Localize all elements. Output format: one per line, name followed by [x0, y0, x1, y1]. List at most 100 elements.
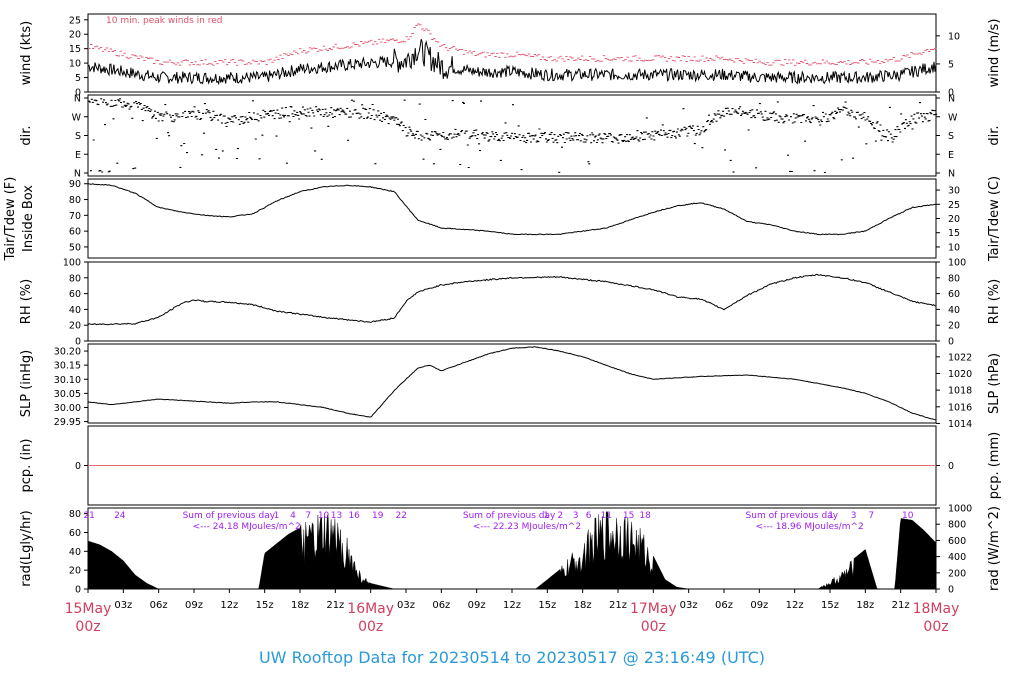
radiation-hour-label: 19 [372, 511, 384, 521]
slp-left-tick-label: 30.00 [54, 403, 81, 414]
radiation-hour-label: 3 [851, 511, 857, 521]
day-label: 16May [347, 601, 394, 617]
temp-line [87, 182, 937, 236]
x-tick-label: 09z [468, 600, 486, 611]
daily-sum-value: <--- 22.23 MJoules/m^2 [473, 522, 581, 532]
rh-right-axis-label: RH (%) [987, 279, 1002, 324]
dir-right-axis-label: dir. [987, 125, 1002, 145]
radiation-hour-label: 3 [573, 511, 579, 521]
pcp-left-axis-label: pcp. (in) [19, 439, 34, 493]
radiation-hour-label: 11 [600, 511, 611, 521]
slp-right-tick-label: 1014 [948, 419, 972, 430]
dir-right-tick-label: S [948, 131, 954, 142]
radiation-hour-label: 24 [114, 511, 126, 521]
radiation-hour-label: 22 [396, 511, 407, 521]
slp-right-tick-label: 1016 [948, 402, 972, 413]
day-sub-label: 00z [923, 619, 948, 635]
slp-right-axis-label: SLP (hPa) [987, 353, 1002, 414]
temp-right-tick-label: 15 [948, 228, 960, 239]
x-tick-label: 15z [256, 600, 274, 611]
wind-right-tick-label: 0 [948, 88, 954, 99]
dir-left-tick-label: N [74, 94, 81, 105]
rh-right-tick-label: 0 [948, 337, 954, 348]
rh-left-tick-label: 0 [75, 337, 81, 348]
x-tick-label: 21z [326, 600, 344, 611]
slp-left-tick-label: 30.05 [54, 389, 81, 400]
wind-right-axis-label: wind (m/s) [987, 19, 1002, 88]
slp-panel-frame [87, 343, 937, 424]
x-tick-label: 03z [397, 600, 415, 611]
x-tick-label: 03z [114, 600, 132, 611]
pcp-left-tick-label: 0 [75, 461, 81, 472]
temp-right-tick-label: 10 [948, 242, 960, 253]
slp-left-tick-label: 30.20 [54, 347, 81, 358]
radiation-hour-label: 2 [557, 511, 563, 521]
temp-left-tick-label: 70 [69, 211, 81, 222]
wind-left-tick-label: 20 [69, 30, 81, 41]
slp-right-tick-label: 1018 [948, 386, 972, 397]
radiation-hour-label: 7 [868, 511, 874, 521]
radiation-hour-label: 21 [83, 511, 94, 521]
dir-left-tick-label: W [72, 112, 82, 123]
temp-right-tick-label: 20 [948, 214, 960, 225]
day-sub-label: 00z [358, 619, 383, 635]
rh-right-tick-label: 80 [948, 273, 960, 284]
slp-left-tick-label: 30.10 [54, 375, 81, 386]
slp-left-tick-label: 29.95 [54, 417, 81, 428]
rad-left-tick-label: 40 [69, 547, 81, 558]
rad-left-tick-label: 20 [69, 566, 81, 577]
rh-left-tick-label: 20 [69, 321, 81, 332]
radiation-hour-label: 1 [543, 511, 549, 521]
daily-sum-label: Sum of previous day [183, 511, 276, 521]
radiation-hour-label: 10 [902, 511, 914, 521]
temp-right-tick-label: 25 [948, 200, 960, 211]
wind-right-tick-label: 5 [948, 59, 954, 70]
radiation-hour-label: 15 [623, 511, 634, 521]
radiation-hour-label: 6 [586, 511, 592, 521]
rh-left-tick-label: 60 [69, 289, 81, 300]
temp-panel-frame [87, 178, 937, 259]
rad-right-axis-label: rad (W/m^2) [987, 506, 1002, 591]
rad-left-tick-label: 0 [75, 585, 81, 596]
daily-sum-label: Sum of previous day [746, 511, 839, 521]
day-label: 18May [913, 601, 960, 617]
wind-left-tick-label: 5 [75, 73, 81, 84]
slp-right-tick-label: 1022 [948, 352, 972, 363]
wind-right-tick-label: 10 [948, 31, 960, 42]
rh-left-tick-label: 40 [69, 305, 81, 316]
day-sub-label: 00z [75, 619, 100, 635]
wind-left-tick-label: 10 [69, 59, 81, 70]
wind-speed-line [87, 39, 937, 86]
radiation-hour-label: 16 [348, 511, 360, 521]
radiation-hour-label: 13 [331, 511, 342, 521]
x-tick-label: 15z [821, 600, 839, 611]
day-label: 17May [630, 601, 677, 617]
radiation-hour-label: 1 [828, 511, 834, 521]
rad-left-tick-label: 60 [69, 528, 81, 539]
temp-left-axis-label: Tair/Tdew (F) [3, 177, 18, 262]
dir-left-tick-label: S [75, 131, 81, 142]
dir-left-axis-label: dir. [19, 125, 34, 145]
rad-right-tick-label: 1000 [948, 504, 972, 515]
pcp-right-tick-label: 0 [948, 461, 954, 472]
wind-left-tick-label: 0 [75, 88, 81, 99]
radiation-hour-label: 7 [305, 511, 311, 521]
rh-right-tick-label: 100 [948, 258, 966, 269]
slp-left-tick-label: 30.15 [54, 361, 81, 372]
rh-right-tick-label: 20 [948, 321, 960, 332]
rad-right-tick-label: 800 [948, 520, 966, 531]
x-tick-label: 09z [750, 600, 768, 611]
wind-panel-frame [87, 13, 937, 93]
daily-sum-label: Sum of previous day [463, 511, 556, 521]
temp-left-tick-label: 90 [69, 179, 81, 190]
slp-right-tick-label: 1020 [948, 369, 972, 380]
day-sub-label: 00z [641, 619, 666, 635]
rad-left-tick-label: 80 [69, 509, 81, 520]
wind-peak-marks [88, 23, 937, 66]
wind-left-axis-label: wind (kts) [19, 21, 34, 85]
rad-left-axis-label: rad(Lgly/hr) [19, 510, 34, 586]
rad-right-tick-label: 0 [948, 585, 954, 596]
wind-direction-marks [88, 98, 938, 174]
